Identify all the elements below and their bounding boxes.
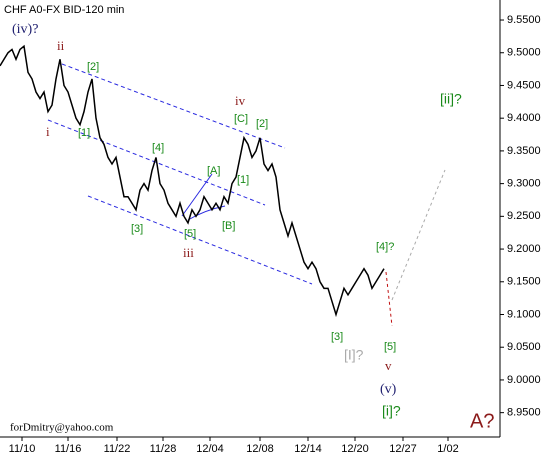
- projection-line: [391, 169, 446, 301]
- wave-label: [4]?: [376, 241, 394, 253]
- wave-label: [I]?: [344, 347, 364, 363]
- x-tick-label: 12/04: [196, 443, 224, 455]
- wave-label: [B]: [222, 220, 235, 232]
- y-tick-label: 9.1000: [507, 308, 541, 320]
- wave-label: [3]: [131, 223, 143, 235]
- y-tick-label: 9.2000: [507, 243, 541, 255]
- watermark: forDmitry@yahoo.com: [10, 422, 114, 434]
- wave-label: (v): [380, 382, 397, 397]
- wave-label: [2]: [87, 61, 99, 73]
- chart-title: CHF A0-FX BID-120 min: [4, 4, 124, 16]
- y-tick-label: 9.0000: [507, 374, 541, 386]
- wave-label: [2]: [256, 118, 268, 130]
- wave-label: [ii]?: [440, 91, 462, 107]
- wave-line: [181, 173, 213, 217]
- wave-label: [5]: [184, 228, 196, 240]
- wave-label: [5]: [384, 341, 396, 353]
- wave-label: [1]: [237, 174, 249, 186]
- wave-label: [C]: [234, 113, 248, 125]
- y-tick-label: 9.5500: [507, 14, 541, 26]
- x-tick-label: 11/10: [9, 443, 36, 455]
- x-tick-label: 12/08: [246, 443, 274, 455]
- y-tick-label: 9.2500: [507, 210, 541, 222]
- plot: [0, 44, 385, 318]
- x-tick-label: 1/02: [437, 443, 458, 455]
- wave-label: iii: [183, 245, 194, 260]
- channels: [47, 63, 313, 285]
- y-tick-label: 9.4500: [507, 79, 541, 91]
- x-tick-label: 11/16: [55, 443, 82, 455]
- channel-line: [87, 195, 313, 285]
- y-tick-label: 9.1500: [507, 276, 541, 288]
- channel-line: [47, 119, 266, 206]
- x-tick-label: 12/20: [341, 443, 369, 455]
- x-tick-label: 11/28: [150, 443, 177, 455]
- x-tick-label: 12/27: [389, 443, 417, 455]
- channel-line: [61, 63, 286, 149]
- y-tick-label: 9.5000: [507, 47, 541, 59]
- wave-label: [A]: [207, 165, 220, 177]
- wave-label: iv: [235, 93, 246, 108]
- x-tick-label: 12/14: [294, 443, 322, 455]
- wave-label: v: [385, 358, 392, 373]
- wave-label: [3]: [331, 331, 343, 343]
- wave-label: [4]: [152, 142, 164, 154]
- price-line: [0, 44, 385, 318]
- wave-label: (iv)?: [12, 22, 38, 37]
- wave-label: A?: [470, 410, 494, 432]
- y-tick-label: 9.0500: [507, 341, 541, 353]
- y-tick-label: 9.3000: [507, 178, 541, 190]
- wave-label: [i]?: [382, 403, 401, 419]
- y-tick-label: 9.4000: [507, 112, 541, 124]
- wave-label: [1]: [78, 127, 90, 139]
- wave-label: i: [46, 124, 50, 139]
- wave-label: ii: [57, 38, 65, 53]
- x-tick-label: 11/22: [104, 443, 131, 455]
- y-tick-label: 8.9500: [507, 407, 541, 419]
- y-tick-label: 9.3500: [507, 145, 541, 157]
